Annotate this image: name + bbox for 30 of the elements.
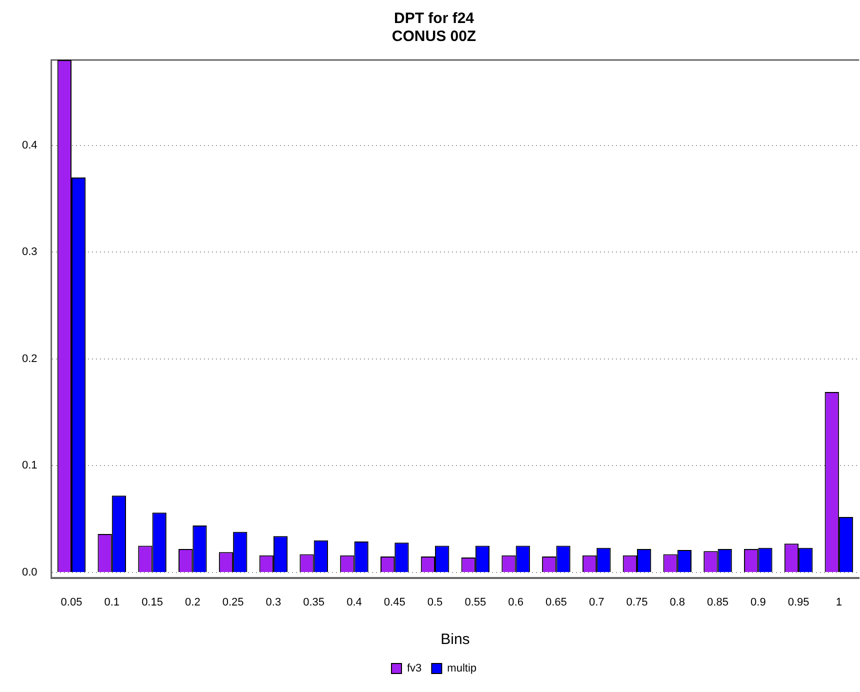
x-tick-label: 0.25 — [222, 596, 244, 608]
x-tick-label: 0.5 — [427, 596, 443, 608]
y-tick-label: 0.2 — [22, 352, 38, 365]
legend-label: multip — [447, 662, 477, 675]
x-tick-label: 0.05 — [60, 596, 82, 608]
x-tick-label: 0.2 — [185, 596, 200, 608]
x-tick-label: 0.85 — [707, 596, 728, 608]
chart-title: DPT for f24 — [394, 10, 475, 28]
y-tick-label: 0.1 — [22, 460, 38, 472]
x-tick-label: 1 — [836, 596, 842, 608]
y-tick-label: 0.4 — [22, 139, 38, 152]
x-tick-label: 0.3 — [266, 596, 282, 608]
x-tick-label: 0.45 — [384, 596, 406, 608]
x-tick-label: 0.7 — [588, 596, 604, 608]
x-tick-label: 0.35 — [303, 596, 325, 608]
x-tick-label: 0.65 — [545, 596, 567, 608]
legend-label: fv3 — [406, 662, 422, 675]
x-tick-label: 0.55 — [464, 596, 486, 608]
y-tick-label: 0.0 — [22, 566, 38, 578]
x-tick-label: 0.9 — [750, 596, 766, 608]
x-tick-label: 0.95 — [788, 596, 810, 608]
x-tick-label: 0.1 — [104, 596, 120, 608]
x-tick-label: 0.75 — [626, 596, 648, 608]
x-tick-label: 0.6 — [508, 596, 524, 608]
y-tick-label: 0.3 — [22, 246, 38, 258]
x-tick-label: 0.4 — [346, 596, 362, 608]
chart-subtitle: CONUS 00Z — [392, 28, 476, 46]
x-axis-title: Bins — [440, 631, 470, 648]
x-tick-label: 0.8 — [670, 596, 686, 608]
x-tick-label: 0.15 — [142, 596, 163, 608]
